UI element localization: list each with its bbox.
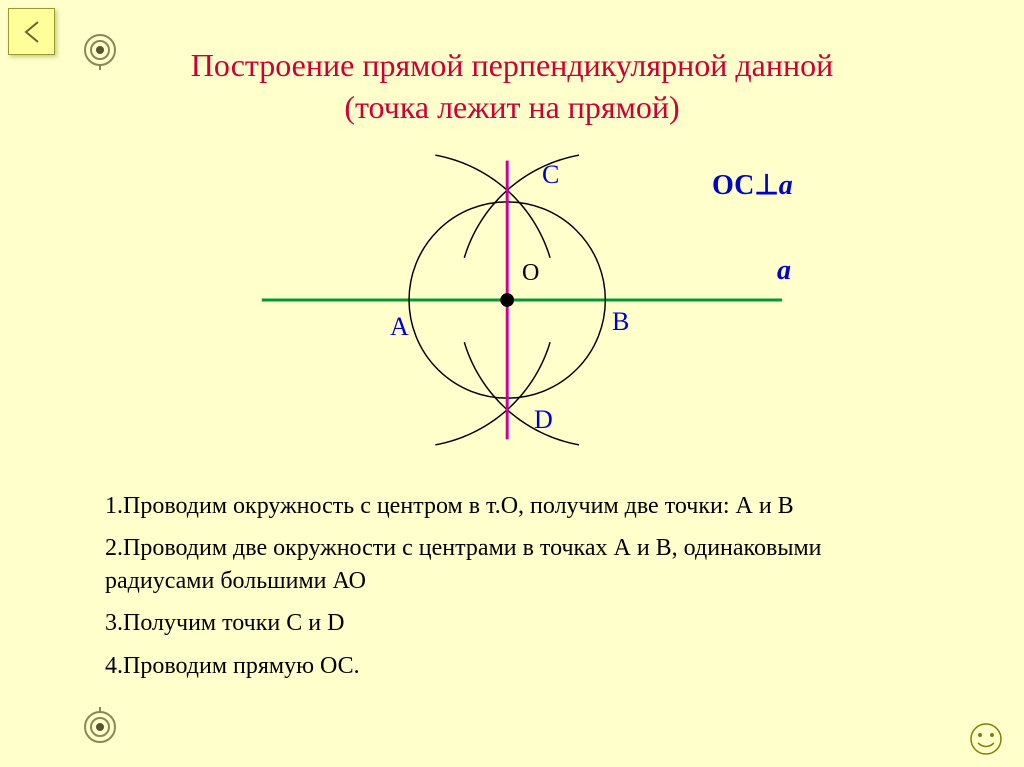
construction-steps: 1.Проводим окружность с центром в т.О, п… (105, 480, 925, 692)
step-2: 2.Проводим две окружности с центрами в т… (105, 532, 925, 597)
chevron-left-icon (18, 18, 46, 46)
step-1: 1.Проводим окружность с центром в т.О, п… (105, 490, 925, 522)
title-line2: (точка лежит на прямой) (344, 89, 679, 125)
formula-suffix: a (779, 170, 793, 201)
step-3: 3.Получим точки С и D (105, 607, 925, 639)
perpendicular-formula: ОС⊥a (712, 168, 793, 202)
formula-perp: ⊥ (754, 170, 778, 201)
spiral-binding-bottom-icon (80, 707, 120, 747)
label-C: C (542, 160, 559, 190)
geometry-diagram: C O A B D a ОС⊥a (312, 150, 712, 450)
smiley-icon (968, 721, 1004, 757)
formula-prefix: ОС (712, 170, 754, 201)
label-O: O (522, 260, 539, 287)
label-A: A (390, 312, 409, 342)
title-line1: Построение прямой перпендикулярной данно… (191, 47, 833, 83)
label-line-a: a (777, 255, 791, 287)
step-4: 4.Проводим прямую ОС. (105, 650, 925, 682)
label-B: B (612, 307, 629, 337)
slide-title: Построение прямой перпендикулярной данно… (0, 45, 1024, 128)
label-D: D (534, 405, 553, 435)
